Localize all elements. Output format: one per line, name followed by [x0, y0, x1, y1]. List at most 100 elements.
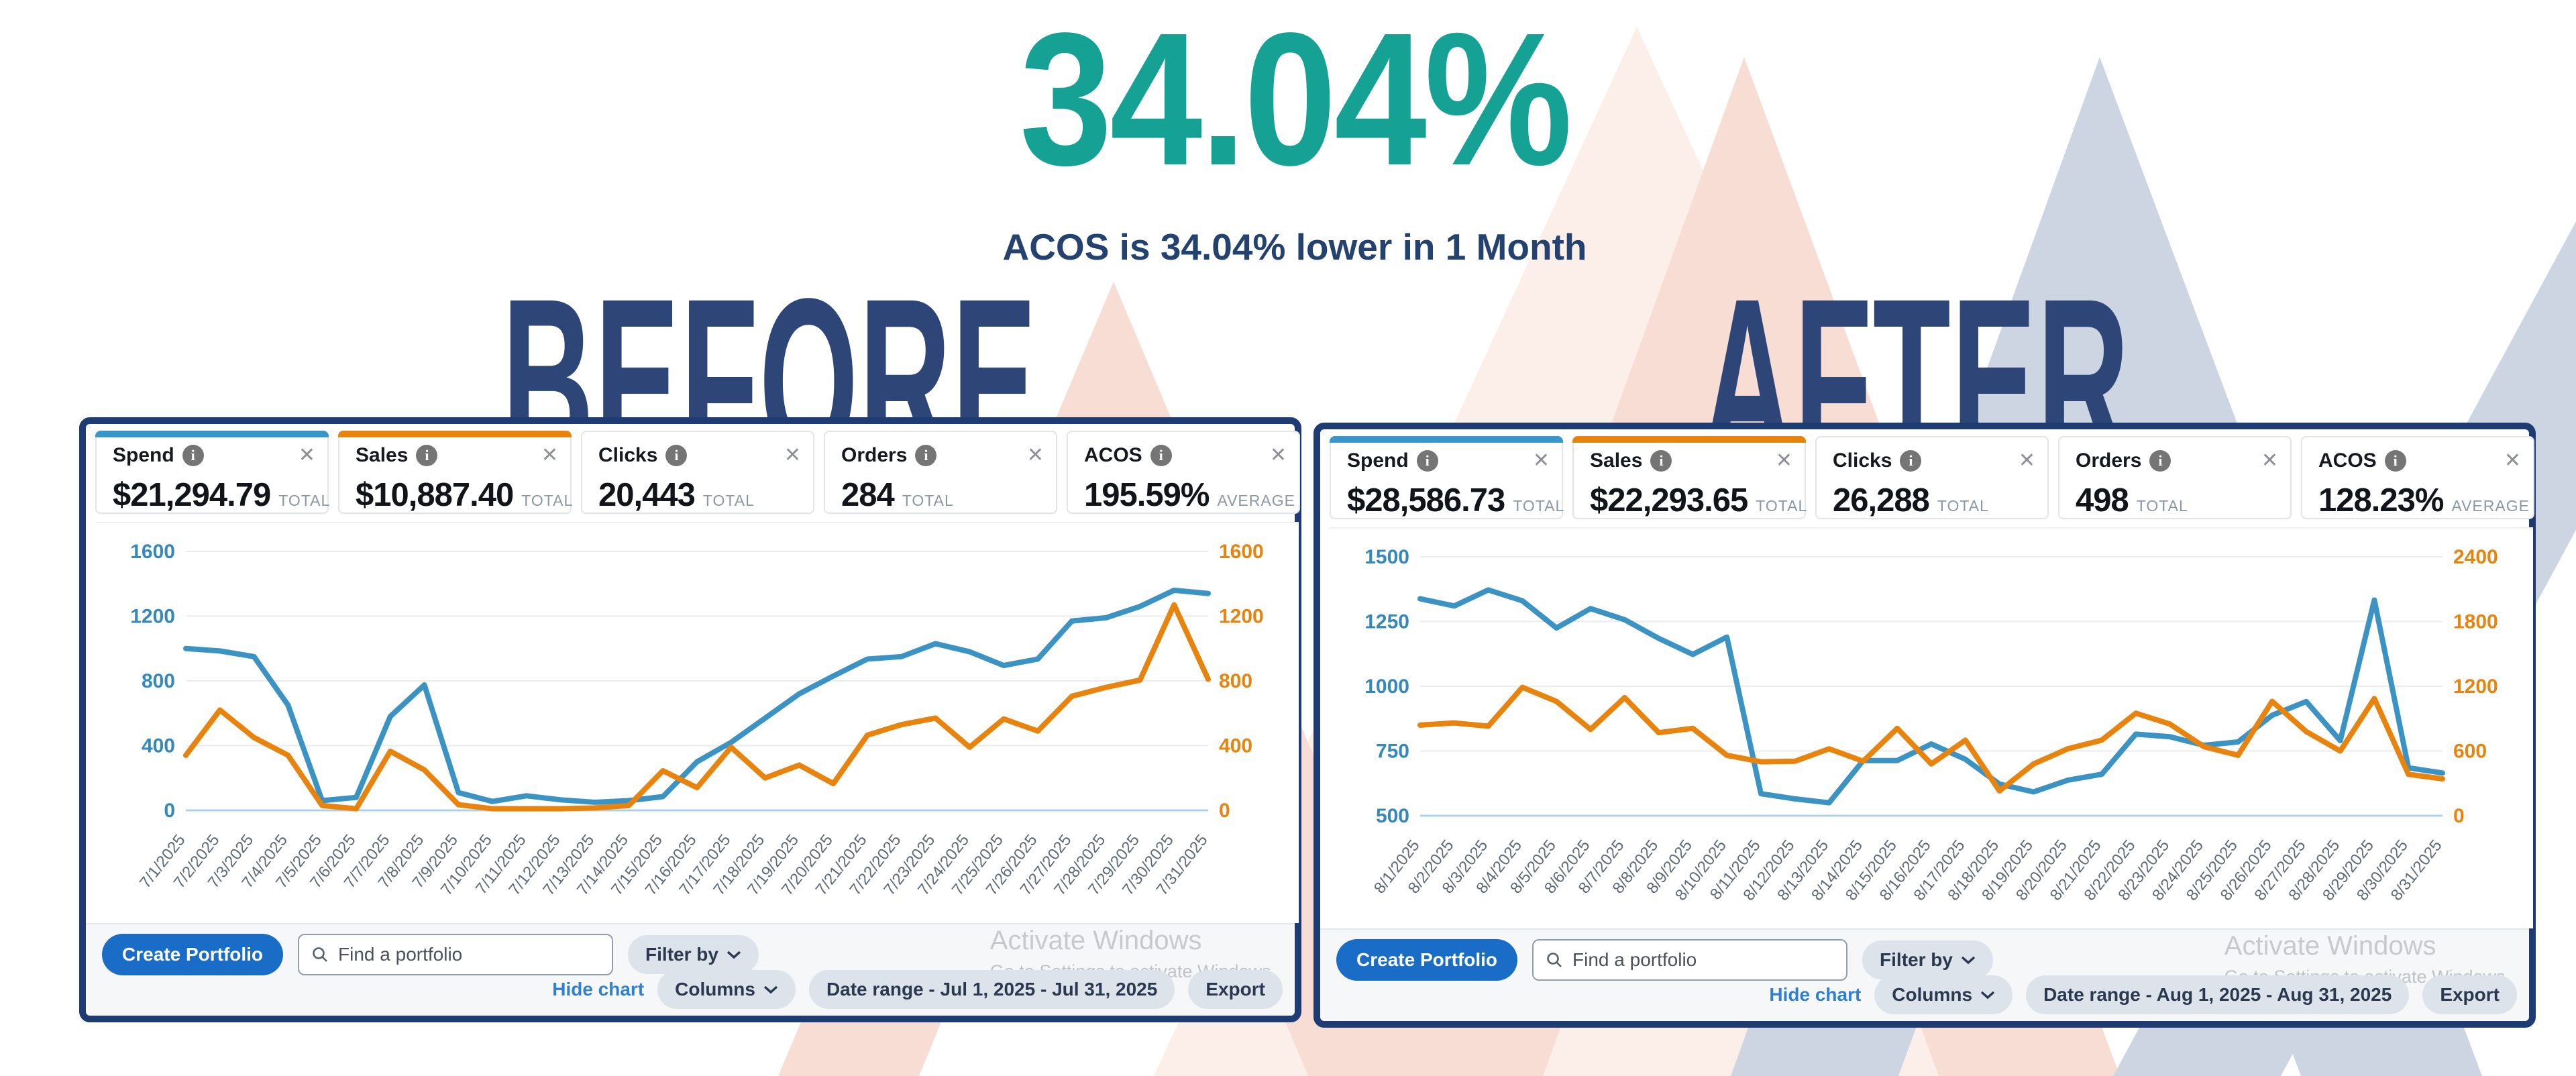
metric-value: 128.23% — [2318, 482, 2444, 519]
metric-label: Orders — [841, 444, 908, 466]
chart-after: 50075010001250150006001200180024008/1/20… — [1364, 546, 2498, 904]
hide-chart-link[interactable]: Hide chart — [552, 979, 645, 1000]
info-icon[interactable]: i — [1150, 445, 1172, 466]
svg-text:1200: 1200 — [130, 606, 175, 628]
metric-tile-sales[interactable]: Sales i ✕ $22,293.65 TOTAL — [1572, 436, 1808, 519]
svg-text:400: 400 — [142, 735, 175, 757]
watermark-line1: Activate Windows — [989, 926, 1202, 955]
close-icon[interactable]: ✕ — [2504, 449, 2521, 472]
close-icon[interactable]: ✕ — [784, 444, 801, 466]
svg-text:1250: 1250 — [1364, 611, 1409, 633]
close-icon[interactable]: ✕ — [541, 444, 558, 466]
filter-by-button[interactable]: Filter by — [1862, 940, 1993, 979]
columns-label: Columns — [1892, 984, 1973, 1005]
after-chart-area: 500 750 1000 1250 1500 0 600 1200 1800 2400 8/1/20… — [1330, 527, 2533, 928]
chevron-down-icon — [1980, 991, 1995, 1000]
metric-unit: TOTAL — [521, 492, 574, 509]
metric-value: $22,293.65 — [1590, 482, 1748, 519]
info-icon[interactable]: i — [1650, 450, 1672, 472]
metric-label: Clicks — [1833, 449, 1892, 472]
metric-unit: TOTAL — [702, 492, 755, 509]
svg-text:0: 0 — [164, 800, 175, 822]
chart-before: 0400800120016000400800120016007/1/20257/… — [130, 541, 1264, 899]
metric-value: $21,294.79 — [113, 477, 271, 513]
export-button[interactable]: Export — [1188, 970, 1283, 1009]
info-icon[interactable]: i — [665, 445, 688, 466]
metric-unit: TOTAL — [278, 492, 331, 509]
before-chart-area: 0 400 800 1200 1600 0 400 800 1200 1600 7/1/2025 7/… — [95, 522, 1299, 923]
metric-tile-spend[interactable]: Spend i ✕ $21,294.79 TOTAL — [95, 431, 329, 514]
svg-text:1800: 1800 — [2453, 611, 2498, 633]
metric-value: 20,443 — [598, 477, 696, 513]
metric-unit: TOTAL — [1513, 497, 1565, 515]
date-range-button[interactable]: Date range - Jul 1, 2025 - Jul 31, 2025 — [808, 970, 1175, 1009]
watermark-line1: Activate Windows — [2224, 931, 2436, 961]
info-icon[interactable]: i — [1900, 450, 1922, 472]
search-icon — [1547, 953, 1562, 967]
date-range-button[interactable]: Date range - Aug 1, 2025 - Aug 31, 2025 — [2026, 975, 2410, 1014]
export-button[interactable]: Export — [2422, 975, 2517, 1014]
hide-chart-link[interactable]: Hide chart — [1769, 984, 1862, 1005]
filter-by-label: Filter by — [645, 944, 718, 965]
svg-text:800: 800 — [1219, 670, 1252, 692]
info-icon[interactable]: i — [2384, 450, 2406, 472]
svg-text:500: 500 — [1376, 805, 1409, 827]
info-icon[interactable]: i — [1416, 450, 1438, 472]
metric-tile-acos[interactable]: ACOS i ✕ 195.59% AVERAGE — [1067, 431, 1300, 514]
svg-text:2400: 2400 — [2453, 546, 2498, 568]
info-icon[interactable]: i — [182, 445, 204, 466]
metric-value: $28,586.73 — [1347, 482, 1505, 519]
create-portfolio-button[interactable]: Create Portfolio — [1336, 939, 1518, 981]
metric-tile-orders[interactable]: Orders i ✕ 498 TOTAL — [2058, 436, 2292, 519]
metric-label: Spend — [113, 444, 174, 466]
before-panel: Spend i ✕ $21,294.79 TOTAL Sales i ✕ — [79, 417, 1301, 1022]
sales-accent-bar — [1572, 436, 1806, 443]
metric-unit: AVERAGE — [2451, 497, 2530, 515]
metric-tile-clicks[interactable]: Clicks i ✕ 20,443 TOTAL — [581, 431, 814, 514]
close-icon[interactable]: ✕ — [1532, 449, 1550, 472]
svg-text:0: 0 — [2453, 805, 2465, 827]
close-icon[interactable]: ✕ — [298, 444, 315, 466]
spend-accent-bar — [95, 431, 329, 437]
close-icon[interactable]: ✕ — [1269, 444, 1287, 466]
chevron-down-icon — [1961, 956, 1976, 965]
metric-tile-orders[interactable]: Orders i ✕ 284 TOTAL — [824, 431, 1057, 514]
svg-text:1000: 1000 — [1364, 676, 1409, 698]
metric-tile-acos[interactable]: ACOS i ✕ 128.23% AVERAGE — [2301, 436, 2534, 519]
metric-label: Orders — [2076, 449, 2142, 472]
info-icon[interactable]: i — [2149, 450, 2171, 472]
columns-button[interactable]: Columns — [1874, 975, 2013, 1014]
metric-value: 26,288 — [1833, 482, 1930, 519]
metric-tile-spend[interactable]: Spend i ✕ $28,586.73 TOTAL — [1330, 436, 1565, 519]
portfolio-search[interactable] — [298, 934, 614, 975]
metric-value: $10,887.40 — [356, 477, 514, 513]
create-portfolio-button[interactable]: Create Portfolio — [102, 934, 284, 975]
info-icon[interactable]: i — [915, 445, 937, 466]
svg-text:800: 800 — [142, 670, 175, 692]
before-toolbar: Activate Windows Go to Settings to activ… — [86, 923, 1295, 1016]
info-icon[interactable]: i — [416, 445, 438, 466]
columns-label: Columns — [675, 979, 755, 1000]
close-icon[interactable]: ✕ — [1026, 444, 1044, 466]
filter-by-button[interactable]: Filter by — [628, 935, 759, 974]
close-icon[interactable]: ✕ — [1775, 449, 1792, 472]
metric-value: 498 — [2076, 482, 2129, 519]
metric-value: 195.59% — [1084, 477, 1210, 513]
close-icon[interactable]: ✕ — [2261, 449, 2278, 472]
search-input[interactable] — [338, 944, 600, 965]
search-input[interactable] — [1572, 949, 1835, 971]
metric-label: ACOS — [1084, 444, 1142, 466]
after-toolbar: Activate Windows Go to Settings to activ… — [1320, 928, 2529, 1021]
portfolio-search[interactable] — [1532, 939, 1848, 981]
close-icon[interactable]: ✕ — [2018, 449, 2035, 472]
metric-tile-sales[interactable]: Sales i ✕ $10,887.40 TOTAL — [338, 431, 572, 514]
metric-unit: TOTAL — [1756, 497, 1808, 515]
metric-label: Sales — [1590, 449, 1643, 472]
after-panel: Spend i ✕ $28,586.73 TOTAL Sales i ✕ — [1313, 423, 2536, 1028]
search-icon — [313, 947, 327, 962]
filter-by-label: Filter by — [1880, 949, 1953, 970]
metric-tile-clicks[interactable]: Clicks i ✕ 26,288 TOTAL — [1815, 436, 2049, 519]
metric-unit: TOTAL — [902, 492, 954, 509]
columns-button[interactable]: Columns — [657, 970, 796, 1009]
